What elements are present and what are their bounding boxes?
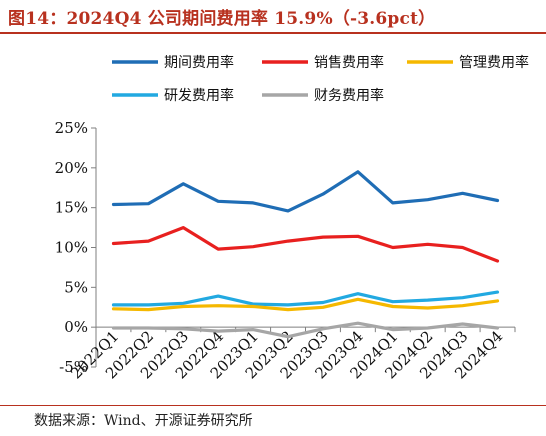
source-note: 数据来源：Wind、开源证券研究所 [34,413,253,429]
data-point [321,306,325,309]
y-tick-label: 20% [55,159,88,177]
data-point [251,245,255,248]
data-point [182,226,185,229]
series-line-2 [111,226,500,263]
data-point [426,243,429,246]
data-point [391,201,394,205]
data-point [321,192,325,196]
data-point [286,308,290,311]
title-divider [0,32,546,34]
data-point [356,292,360,295]
data-point [112,242,115,245]
series-layer [111,170,500,339]
data-point [496,290,499,294]
data-point [321,327,325,330]
data-point [112,326,115,330]
y-tick-label: 5% [64,278,88,296]
legend-label-1: 期间费用率 [164,54,234,71]
data-point [391,300,394,303]
source-divider [0,405,546,406]
data-point [356,321,360,325]
data-point [391,246,394,249]
data-point [426,306,429,310]
data-point [286,303,290,307]
legend-label-4: 研发费用率 [164,87,234,104]
data-point [217,304,220,307]
legend-label-2: 销售费用率 [314,54,384,71]
data-point [321,301,325,304]
y-tick-label: 25% [55,119,88,137]
y-tick-label: 10% [55,239,88,257]
data-point [461,246,464,249]
data-point [147,303,150,307]
data-point [356,298,360,301]
data-point [496,259,499,263]
data-point [182,302,185,305]
data-point [461,322,464,326]
y-tick-label: -5% [59,358,88,376]
data-point [461,192,464,195]
data-point [461,296,464,299]
data-point [112,303,115,307]
data-point [321,235,325,239]
data-point [112,203,115,206]
series-line-3 [111,297,500,312]
data-point [391,328,394,331]
data-point [251,201,255,205]
data-point [426,198,429,201]
data-point [147,239,150,243]
data-point [251,302,255,306]
data-point [356,235,360,238]
data-point [426,298,429,302]
data-point [426,326,429,330]
data-point [496,199,499,202]
data-point [217,200,220,203]
data-point [286,209,290,213]
data-point [182,327,185,330]
series-line-5 [111,321,500,339]
data-point [182,182,185,185]
data-point [391,305,394,308]
legend-label-5: 财务费用率 [314,87,384,104]
data-point [461,304,464,307]
y-tick-label: 15% [55,199,88,217]
y-tick-label: 0% [64,318,88,336]
data-point [286,239,290,243]
data-point [217,294,220,298]
data-point [147,202,150,205]
data-point [112,307,115,311]
series-line-1 [111,170,500,213]
y-axis: -5% 0% 5% 10% 15% 20% 25% [55,119,97,376]
data-point [286,335,290,338]
data-point [356,170,360,174]
legend-label-3: 管理费用率 [459,54,529,71]
data-point [147,308,150,311]
data-point [251,305,255,308]
data-point [251,328,255,331]
series-line-4 [111,290,500,307]
data-point [182,305,185,308]
data-point [217,247,220,251]
chart-title: 图14：2024Q4 公司期间费用率 15.9%（-3.6pct） [8,9,436,29]
data-point [147,326,150,330]
data-point [496,326,499,330]
data-point [496,299,499,303]
data-point [217,329,220,333]
